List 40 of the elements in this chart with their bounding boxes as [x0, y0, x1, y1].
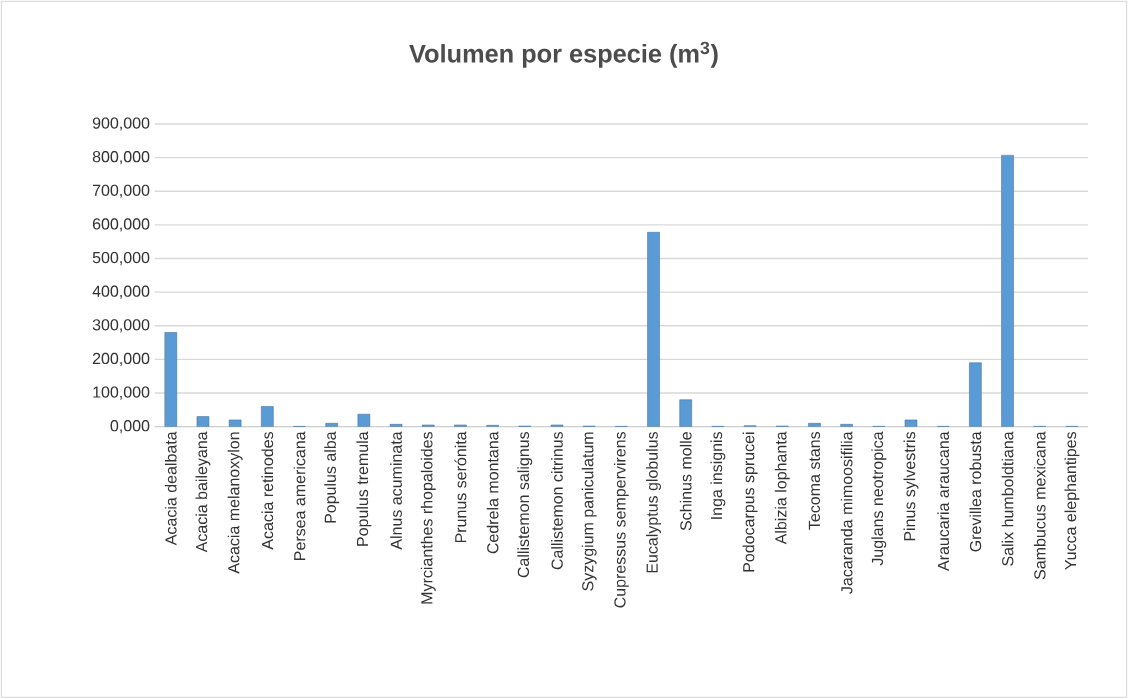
x-tick-label: Cedrela montana	[486, 431, 499, 554]
x-tick-label: Callistemon salignus	[517, 432, 533, 578]
y-tick-label: 0,000	[110, 420, 150, 434]
x-tick-label: Inga insignis	[710, 432, 726, 519]
y-tick-label: 200,000	[92, 352, 150, 367]
x-tick-label: Yucca elephantipes	[1064, 432, 1080, 570]
x-tick-label: Populus tremula	[356, 431, 372, 546]
x-tick-label: Callistemon citrinus	[551, 432, 563, 570]
x-tick-label: Persea americana	[293, 431, 306, 561]
y-tick-label: 800,000	[92, 151, 150, 165]
y-tick-label: 100,000	[93, 386, 150, 400]
x-tick-label: Salix humboldtiana	[1001, 431, 1014, 567]
x-tick-label: Prunus serónita	[454, 431, 467, 543]
x-tick-label: Tecoma stans	[808, 432, 821, 530]
chart-title: Volumen por especie (m$^{3}$)	[409, 41, 718, 68]
y-tick-label: 300,000	[92, 319, 150, 333]
x-tick-label: Syzygium paniculatum	[581, 432, 597, 591]
y-tick-label: 700,000	[92, 184, 150, 199]
x-tick-label: Pinus sylvestris	[903, 432, 919, 541]
x-tick-label: Schinus molle	[679, 432, 692, 531]
x-tick-label: Sambucus mexicana	[1033, 431, 1046, 580]
x-tick-label: Juglans neotropica	[871, 431, 887, 566]
x-tick-label: Acacia dealbata	[164, 431, 177, 546]
x-tick-label: Grevillea robusta	[969, 431, 982, 552]
y-tick-label: 600,000	[92, 218, 150, 232]
x-tick-label: Albizia lophanta	[774, 431, 790, 545]
x-tick-label: Acacia retinodes	[261, 432, 274, 550]
x-tick-label: Araucaria araucana	[937, 431, 950, 572]
x-tick-label: Acacia baileyana	[195, 431, 211, 553]
y-tick-label: 400,000	[92, 285, 150, 299]
y-tick-label: 500,000	[92, 252, 150, 266]
y-tick-label: 900,000	[92, 117, 150, 131]
x-tick-label: Alnus acuminata	[390, 431, 402, 550]
x-tick-label: Acacia melanoxylon	[227, 432, 243, 574]
x-tick-label: Podocarpus sprucei	[742, 432, 758, 572]
x-tick-label: Eucalyptus globulus	[646, 432, 661, 573]
x-tick-label: Populus alba	[324, 431, 340, 523]
x-tick-label: Myrcianthes rhopaloides	[420, 432, 436, 604]
x-tick-label: Jacaranda mimoosifilia	[840, 431, 853, 595]
x-tick-label: Cupressus sempervirens	[613, 432, 629, 608]
